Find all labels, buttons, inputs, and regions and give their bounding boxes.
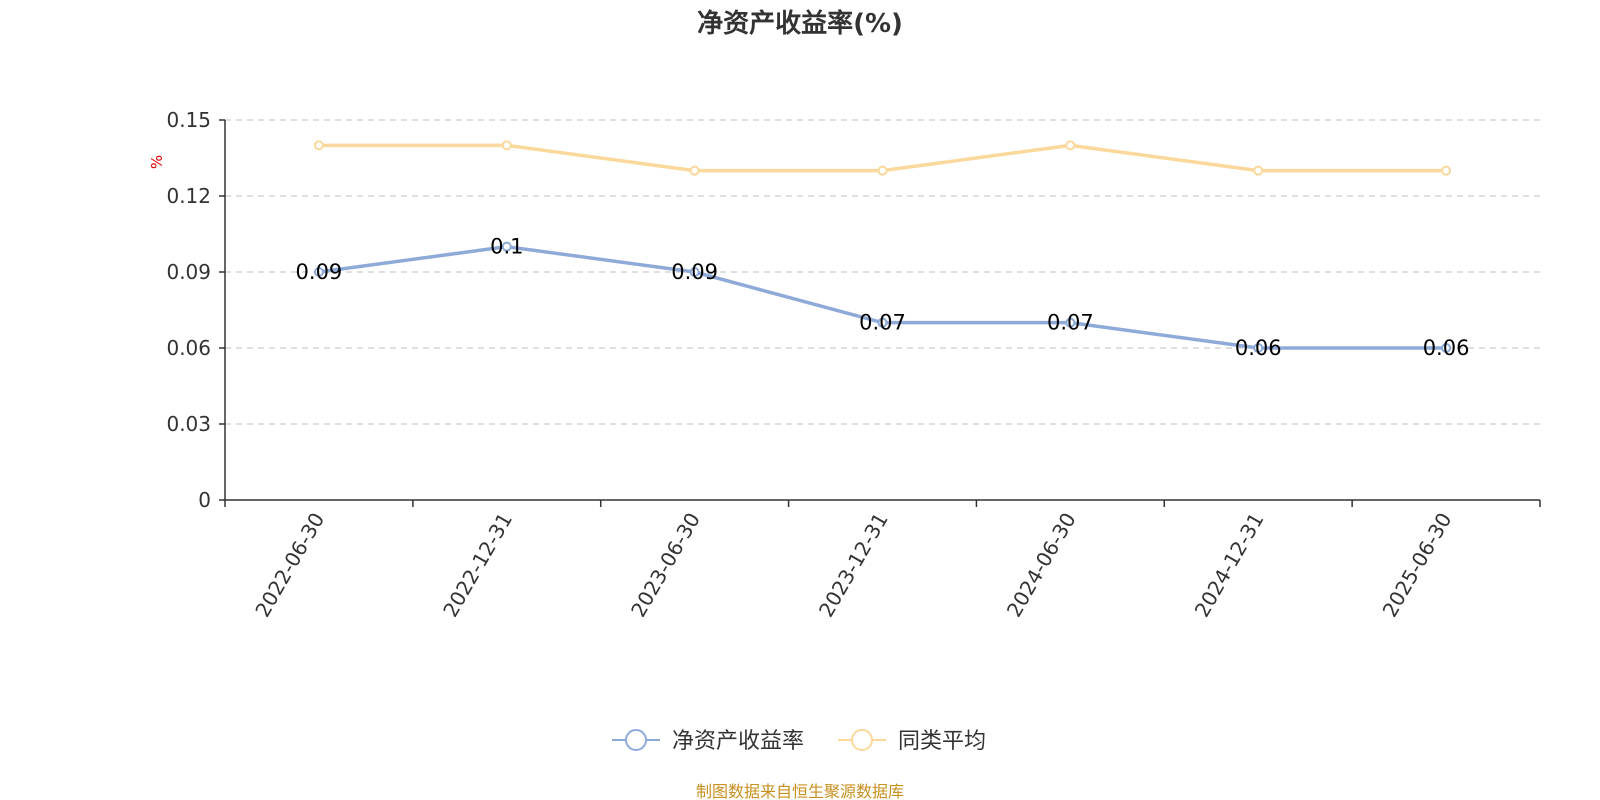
data-point-series-1 — [1253, 165, 1264, 176]
legend-roe-marker — [625, 729, 647, 751]
x-tick-label: 2022-06-30 — [250, 509, 329, 622]
y-axis-unit-label: % — [148, 155, 166, 169]
y-tick-label: 0.03 — [166, 412, 211, 436]
series-lines — [313, 140, 1452, 353]
data-point-series-1 — [1065, 140, 1076, 151]
legend-item-roe[interactable]: 净资产收益率 — [612, 729, 804, 754]
y-tick-label: 0.15 — [166, 108, 211, 132]
gridlines — [225, 119, 1540, 425]
data-point-series-0 — [1253, 343, 1264, 353]
data-label: 0.07 — [1047, 311, 1094, 335]
data-label: 0.1 — [490, 235, 523, 259]
data-point-series-0 — [877, 317, 888, 328]
legend: 净资产收益率 同类平均 — [612, 729, 986, 754]
data-label: 0.07 — [859, 311, 906, 335]
data-point-series-0 — [689, 267, 700, 277]
data-point-series-0 — [313, 267, 324, 277]
legend-item-peer-average[interactable]: 同类平均 — [838, 729, 986, 754]
x-tick-label: 2024-06-30 — [1002, 509, 1081, 622]
data-point-series-1 — [313, 140, 324, 151]
data-point-series-0 — [1441, 343, 1452, 353]
data-point-series-1 — [501, 140, 512, 151]
data-labels: 0.09 0.1 0.09 0.07 0.07 0.06 0.06 — [296, 235, 1470, 360]
data-point-series-0 — [1065, 317, 1076, 328]
x-tick-label: 2023-12-31 — [814, 509, 893, 622]
legend-roe-label: 净资产收益率 — [672, 729, 804, 754]
data-point-series-0 — [501, 241, 512, 252]
x-tick-label: 2022-12-31 — [438, 509, 517, 622]
y-tick-label: 0.09 — [166, 260, 211, 284]
y-tick-label: 0 — [198, 488, 211, 512]
y-tick-label: 0.12 — [166, 184, 211, 208]
data-label: 0.09 — [671, 260, 718, 284]
data-label: 0.06 — [1423, 336, 1470, 360]
data-point-series-1 — [877, 165, 888, 176]
y-tick-label: 0.06 — [166, 336, 211, 360]
data-point-series-1 — [689, 165, 700, 176]
data-point-series-1 — [1441, 165, 1452, 176]
legend-peer-average-marker — [851, 729, 873, 751]
data-label: 0.06 — [1235, 336, 1282, 360]
legend-peer-average-label: 同类平均 — [898, 729, 986, 754]
x-tick-label: 2023-06-30 — [626, 509, 705, 622]
x-tick-label: 2025-06-30 — [1377, 509, 1456, 622]
source-note: 制图数据来自恒生聚源数据库 — [696, 782, 904, 800]
x-tick-label: 2024-12-31 — [1190, 509, 1269, 622]
chart-title: 净资产收益率(%) — [697, 8, 903, 39]
axes: 0 0.03 0.06 0.09 0.12 0.15 2022-06-30 2022-12-3… — [166, 108, 1541, 622]
data-label: 0.09 — [296, 260, 343, 284]
